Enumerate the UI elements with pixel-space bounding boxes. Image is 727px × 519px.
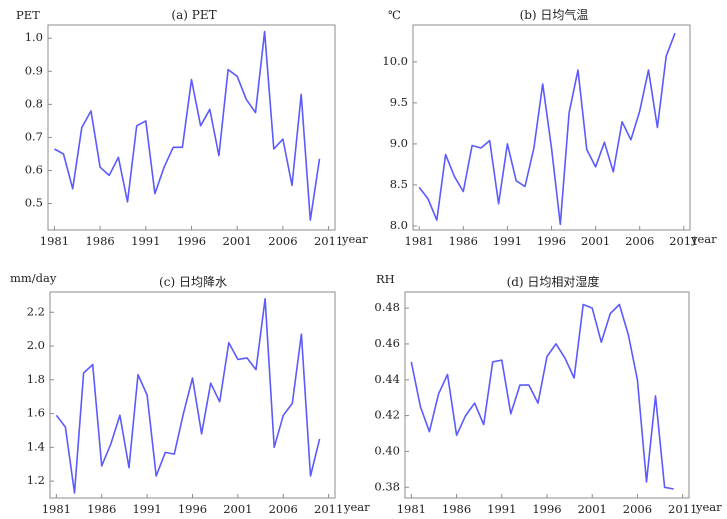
y-tick-label: 0.38: [374, 479, 400, 493]
y-tick-label: 2.2: [27, 304, 45, 318]
x-tick-label: 1986: [442, 502, 471, 516]
x-tick-label: 1981: [42, 502, 71, 516]
y-tick-label: 0.40: [374, 443, 400, 457]
plot-frame: [404, 291, 690, 499]
series-line: [55, 297, 321, 494]
x-tick-label: 2011: [668, 502, 697, 516]
x-tick-label: 1991: [131, 234, 160, 248]
y-unit-label: RH: [376, 272, 395, 286]
x-tick-label: 1996: [177, 234, 206, 248]
x-tick-label: 1991: [487, 502, 516, 516]
x-tick-label: 1981: [40, 234, 69, 248]
x-tick-label: 2011: [314, 234, 343, 248]
x-tick-label: 1991: [493, 234, 522, 248]
x-axis-label: year: [690, 232, 717, 246]
x-tick-label: 2006: [268, 234, 297, 248]
y-tick-label: 9.5: [390, 95, 408, 109]
x-tick-label: 2001: [223, 234, 252, 248]
x-tick-label: 1981: [397, 502, 426, 516]
y-tick-label: 0.5: [25, 196, 43, 210]
y-tick-label: 0.6: [25, 162, 43, 176]
series-line: [54, 30, 321, 221]
x-tick-label: 1996: [537, 234, 566, 248]
y-tick-label: 1.2: [27, 473, 45, 487]
series-line: [410, 303, 674, 490]
y-tick-label: 0.48: [374, 300, 400, 314]
x-tick-label: 1996: [178, 502, 207, 516]
chart-panel-precipitation: mm/day (c) 日均降水 year 1.2 1.4 1.6 1.8 2.0 2.2 1…: [10, 271, 370, 516]
chart-panel-temperature: ℃ (b) 日均气温 year 8.0 8.5 9.0 9.5 10.0 1981 1986…: [382, 7, 717, 248]
x-tick-label: 1986: [85, 234, 114, 248]
chart-title: (d) 日均相对湿度: [507, 274, 600, 289]
x-axis-label: year: [343, 500, 370, 514]
y-tick-label: 8.5: [390, 177, 408, 191]
chart-title: (b) 日均气温: [520, 7, 589, 22]
y-tick-label: 1.4: [27, 439, 45, 453]
x-tick-label: 1996: [532, 502, 561, 516]
x-axis-label: year: [341, 232, 368, 246]
y-tick-label: 0.9: [25, 63, 43, 77]
y-tick-label: 0.8: [25, 96, 43, 110]
plot-frame: [412, 24, 691, 231]
y-tick-label: 1.0: [25, 30, 43, 44]
y-tick-label: 10.0: [382, 54, 408, 68]
x-tick-label: 1986: [449, 234, 478, 248]
x-axis-label: year: [695, 500, 722, 514]
chart-title: (a) PET: [171, 8, 216, 22]
y-tick-label: 0.44: [374, 372, 400, 386]
y-tick-label: 2.0: [27, 338, 45, 352]
x-tick-label: 2011: [314, 502, 343, 516]
x-tick-label: 1981: [405, 234, 434, 248]
x-tick-label: 1986: [87, 502, 116, 516]
y-tick-label: 0.46: [374, 336, 400, 350]
x-tick-label: 2006: [623, 502, 652, 516]
chart-panel-humidity: RH (d) 日均相对湿度 year 0.38 0.40 0.42 0.44 0.46 0…: [374, 272, 722, 516]
y-tick-label: 1.6: [27, 406, 45, 420]
y-tick-label: 9.0: [390, 136, 408, 150]
y-tick-label: 0.7: [25, 129, 43, 143]
plot-frame: [49, 291, 336, 499]
series-line: [418, 32, 676, 226]
y-tick-label: 0.42: [374, 408, 400, 422]
y-unit-label: ℃: [388, 8, 401, 22]
y-tick-label: 8.0: [390, 218, 408, 232]
x-tick-label: 2001: [578, 502, 607, 516]
x-tick-label: 2001: [223, 502, 252, 516]
x-tick-label: 2006: [625, 234, 654, 248]
y-unit-label: mm/day: [10, 271, 57, 285]
x-tick-label: 2006: [269, 502, 298, 516]
plot-frame: [47, 24, 336, 231]
y-tick-label: 1.8: [27, 372, 45, 386]
chart-panel-pet: PET (a) PET year 0.5 0.6 0.7 0.8 0.9 1.0 1981 1…: [16, 8, 368, 248]
x-tick-label: 2001: [581, 234, 610, 248]
y-unit-label: PET: [16, 8, 40, 22]
chart-title: (c) 日均降水: [159, 275, 227, 289]
x-tick-label: 2011: [669, 234, 698, 248]
x-tick-label: 1991: [132, 502, 161, 516]
